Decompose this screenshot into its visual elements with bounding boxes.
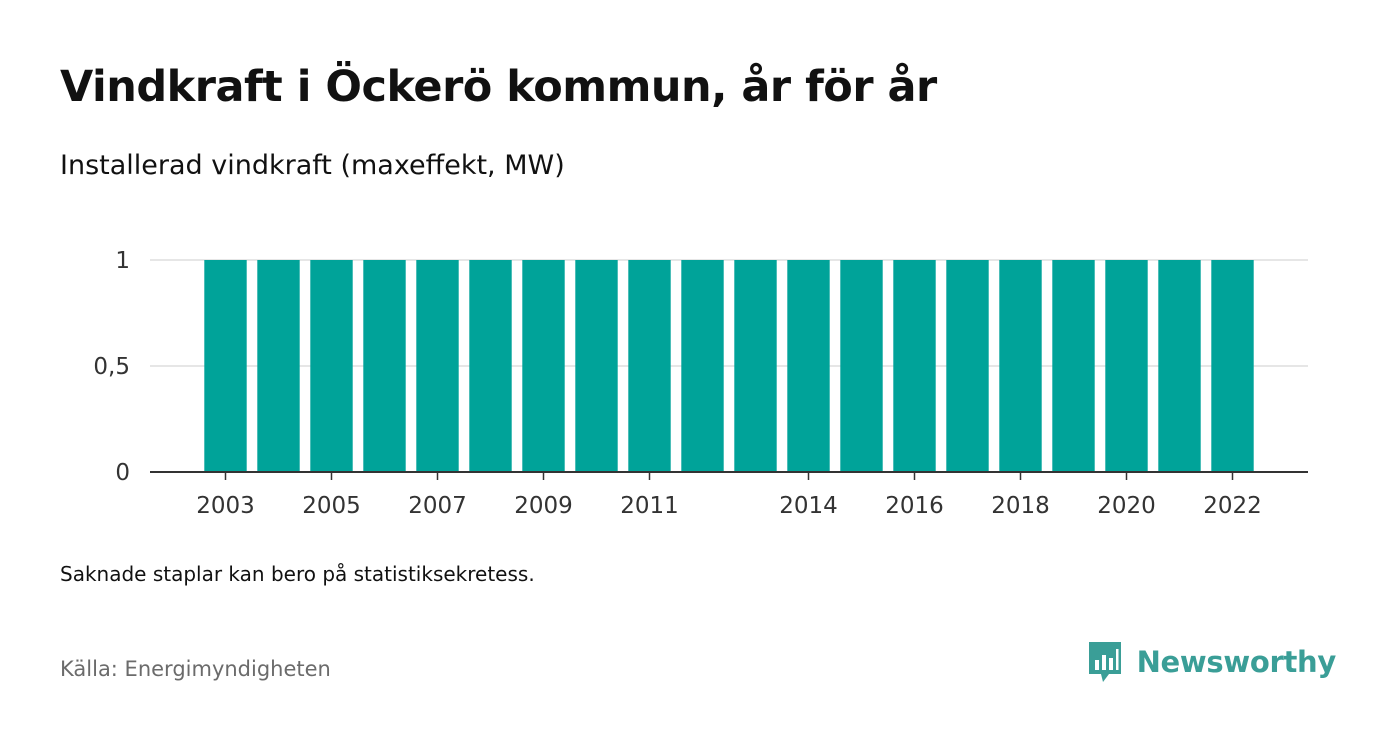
bar-2014 — [787, 260, 830, 472]
chart-title: Vindkraft i Öckerö kommun, år för år — [60, 62, 937, 112]
x-tick-label: 2022 — [1203, 493, 1262, 519]
bar-2011 — [628, 260, 671, 472]
footnote: Saknade staplar kan bero på statistiksek… — [60, 562, 535, 586]
bar-2010 — [575, 260, 618, 472]
x-tick-label: 2020 — [1097, 493, 1156, 519]
bar-2021 — [1158, 260, 1201, 472]
x-tick-label: 2011 — [620, 493, 679, 519]
bar-2019 — [1052, 260, 1095, 472]
x-tick-label: 2014 — [779, 493, 838, 519]
chart-subtitle: Installerad vindkraft (maxeffekt, MW) — [60, 150, 565, 181]
x-tick-label: 2007 — [408, 493, 467, 519]
bar-2020 — [1105, 260, 1148, 472]
y-tick-label: 1 — [115, 248, 130, 274]
x-tick-label: 2003 — [196, 493, 255, 519]
bar-2018 — [999, 260, 1042, 472]
brand[interactable]: Newsworthy — [1087, 640, 1336, 684]
y-tick-label: 0 — [115, 460, 130, 486]
bar-2016 — [893, 260, 936, 472]
bar-2012 — [681, 260, 724, 472]
bar-2007 — [416, 260, 459, 472]
y-tick-label: 0,5 — [93, 354, 130, 380]
x-tick-label: 2016 — [885, 493, 944, 519]
bar-2005 — [310, 260, 353, 472]
bar-2004 — [257, 260, 300, 472]
bar-2008 — [469, 260, 512, 472]
bar-2003 — [204, 260, 247, 472]
bars — [204, 260, 1254, 472]
x-tick-label: 2009 — [514, 493, 573, 519]
newsworthy-logo-icon — [1088, 642, 1121, 682]
source-credit: Källa: Energimyndigheten — [60, 657, 331, 681]
bar-2022 — [1211, 260, 1254, 472]
bar-2006 — [363, 260, 406, 472]
bar-2015 — [840, 260, 883, 472]
x-tick-label: 2018 — [991, 493, 1050, 519]
brand-name: Newsworthy — [1136, 645, 1337, 679]
x-tick-label: 2005 — [302, 493, 361, 519]
axes: 0 0,5 1 2003 2005 2007 2009 2011 2014 2016 2018 202… — [93, 248, 1308, 519]
bar-2017 — [946, 260, 989, 472]
bar-2009 — [522, 260, 565, 472]
bar-2013 — [734, 260, 777, 472]
